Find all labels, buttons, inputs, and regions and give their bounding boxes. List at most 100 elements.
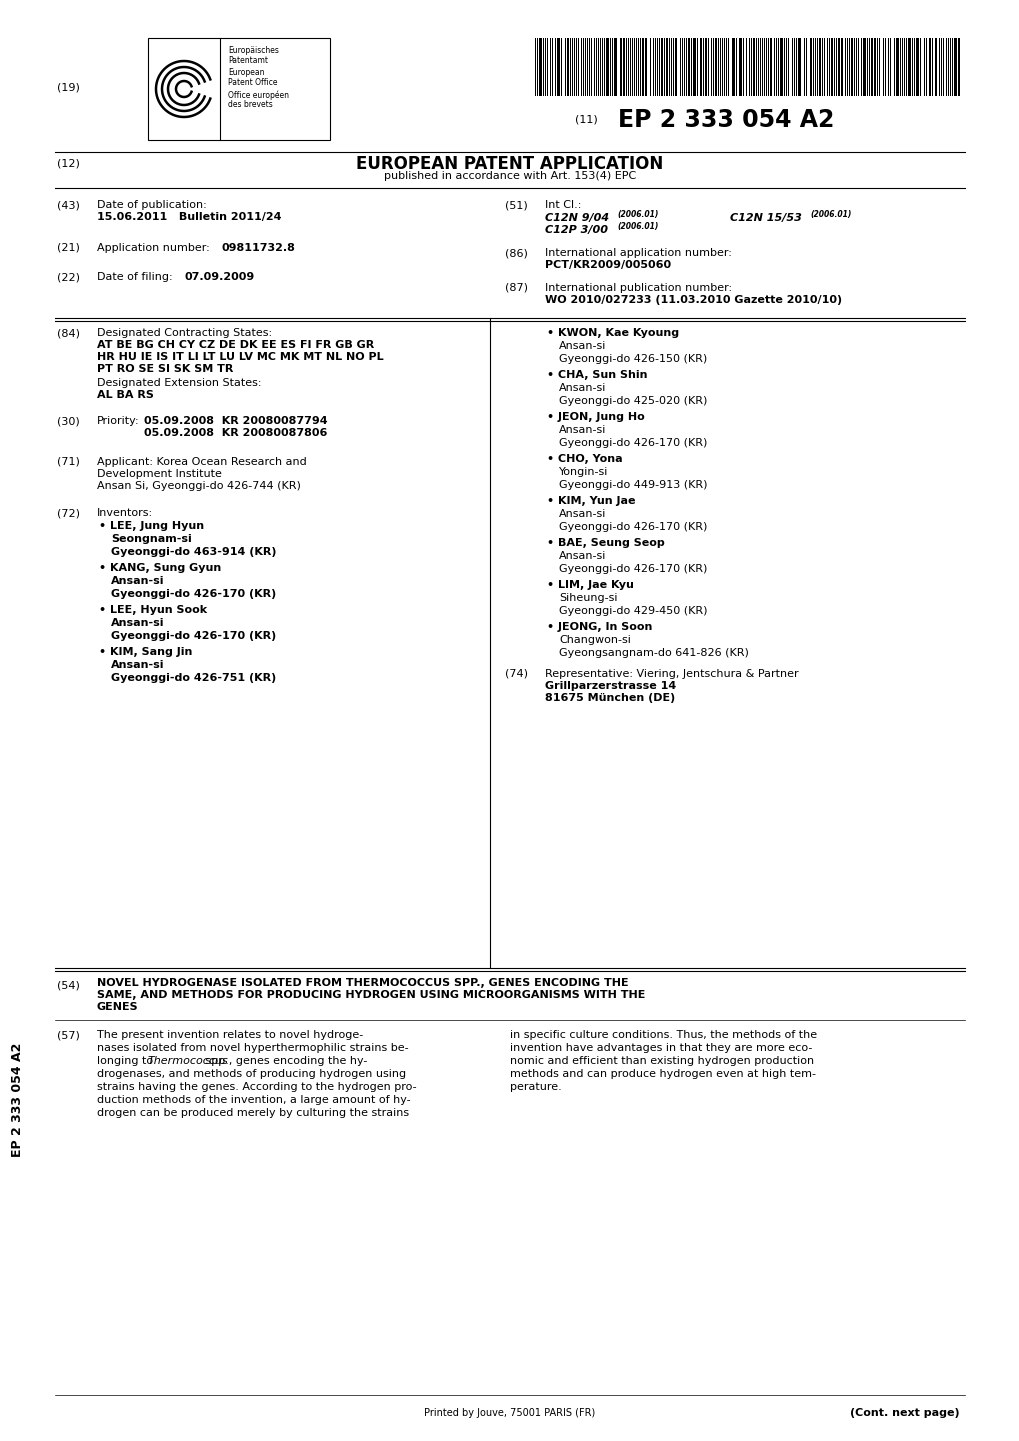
Text: 05.09.2008  KR 20080087806: 05.09.2008 KR 20080087806 (144, 428, 327, 438)
Text: (2006.01): (2006.01) (809, 210, 851, 219)
Bar (830, 37, 833, 97)
Text: Int Cl.:: Int Cl.: (544, 200, 581, 210)
Text: Ansan Si, Gyeonggi-do 426-744 (KR): Ansan Si, Gyeonggi-do 426-744 (KR) (97, 481, 301, 491)
Text: (54): (54) (57, 980, 79, 990)
Text: GENES: GENES (97, 1001, 139, 1012)
Bar (692, 37, 695, 97)
Text: (43): (43) (57, 200, 79, 210)
Text: Designated Extension States:: Designated Extension States: (97, 378, 261, 388)
Text: Gyeonggi-do 426-150 (KR): Gyeonggi-do 426-150 (KR) (558, 354, 706, 365)
Text: (11): (11) (575, 115, 597, 125)
Bar (605, 37, 608, 97)
Text: drogenases, and methods of producing hydrogen using: drogenases, and methods of producing hyd… (97, 1069, 406, 1079)
Text: • BAE, Seung Seop: • BAE, Seung Seop (546, 537, 664, 548)
Bar (623, 37, 625, 97)
Bar (953, 37, 956, 97)
Text: C12N 9/04: C12N 9/04 (544, 213, 608, 223)
Text: invention have advantages in that they are more eco-: invention have advantages in that they a… (510, 1043, 811, 1053)
Text: Gyeonggi-do 426-170 (KR): Gyeonggi-do 426-170 (KR) (558, 438, 707, 448)
Text: spp., genes encoding the hy-: spp., genes encoding the hy- (202, 1056, 367, 1066)
Bar (809, 37, 811, 97)
Text: International publication number:: International publication number: (544, 282, 732, 293)
Text: Gyeonggi-do 449-913 (KR): Gyeonggi-do 449-913 (KR) (558, 480, 707, 490)
Text: (71): (71) (57, 457, 79, 467)
Text: 07.09.2009: 07.09.2009 (184, 272, 255, 282)
Text: perature.: perature. (510, 1082, 561, 1092)
Text: in specific culture conditions. Thus, the methods of the: in specific culture conditions. Thus, th… (510, 1030, 816, 1040)
Text: Gyeonggi-do 426-170 (KR): Gyeonggi-do 426-170 (KR) (111, 631, 276, 641)
Text: • KANG, Sung Gyun: • KANG, Sung Gyun (99, 563, 221, 574)
Text: Gyeongsangnam-do 641-826 (KR): Gyeongsangnam-do 641-826 (KR) (558, 648, 748, 659)
Text: Ansan-si: Ansan-si (558, 509, 605, 519)
Text: des brevets: des brevets (228, 99, 272, 110)
Bar (895, 37, 898, 97)
Bar (934, 37, 936, 97)
Text: • LIM, Jae Kyu: • LIM, Jae Kyu (546, 579, 633, 589)
Text: Designated Contracting States:: Designated Contracting States: (97, 329, 272, 339)
Text: Siheung-si: Siheung-si (558, 594, 616, 602)
Text: • JEONG, In Soon: • JEONG, In Soon (546, 623, 652, 633)
Text: • LEE, Jung Hyun: • LEE, Jung Hyun (99, 522, 204, 530)
Text: • LEE, Hyun Sook: • LEE, Hyun Sook (99, 605, 207, 615)
Text: • CHO, Yona: • CHO, Yona (546, 454, 622, 464)
Text: EP 2 333 054 A2: EP 2 333 054 A2 (11, 1043, 24, 1157)
Text: (21): (21) (57, 244, 79, 254)
Text: 05.09.2008  KR 20080087794: 05.09.2008 KR 20080087794 (144, 416, 327, 427)
Text: Ansan-si: Ansan-si (558, 550, 605, 561)
Text: (2006.01): (2006.01) (616, 222, 657, 231)
Text: Gyeonggi-do 425-020 (KR): Gyeonggi-do 425-020 (KR) (558, 396, 707, 406)
Text: Applicant: Korea Ocean Research and: Applicant: Korea Ocean Research and (97, 457, 307, 467)
Bar (818, 37, 820, 97)
Text: methods and can produce hydrogen even at high tem-: methods and can produce hydrogen even at… (510, 1069, 815, 1079)
Text: (12): (12) (57, 159, 79, 169)
Bar (538, 37, 541, 97)
Text: (57): (57) (57, 1030, 79, 1040)
Text: NOVEL HYDROGENASE ISOLATED FROM THERMOCOCCUS SPP., GENES ENCODING THE: NOVEL HYDROGENASE ISOLATED FROM THERMOCO… (97, 978, 628, 989)
Text: Date of filing:: Date of filing: (97, 272, 176, 282)
Text: duction methods of the invention, a large amount of hy-: duction methods of the invention, a larg… (97, 1095, 411, 1105)
Bar (769, 37, 771, 97)
Text: (84): (84) (57, 329, 79, 339)
Text: (22): (22) (57, 272, 79, 282)
Bar (704, 37, 706, 97)
Bar (714, 37, 716, 97)
Text: HR HU IE IS IT LI LT LU LV MC MK MT NL NO PL: HR HU IE IS IT LI LT LU LV MC MK MT NL N… (97, 352, 383, 362)
Bar (873, 37, 875, 97)
Text: (19): (19) (57, 82, 79, 92)
Bar (957, 37, 959, 97)
Text: (72): (72) (57, 509, 79, 517)
Text: Ansan-si: Ansan-si (558, 383, 605, 393)
Text: (86): (86) (504, 248, 528, 258)
Text: The present invention relates to novel hydroge-: The present invention relates to novel h… (97, 1030, 363, 1040)
Text: International application number:: International application number: (544, 248, 732, 258)
Text: Date of publication:: Date of publication: (97, 200, 207, 210)
Text: Ansan-si: Ansan-si (558, 342, 605, 352)
Bar (907, 37, 910, 97)
Bar (870, 37, 872, 97)
Text: AT BE BG CH CY CZ DE DK EE ES FI FR GB GR: AT BE BG CH CY CZ DE DK EE ES FI FR GB G… (97, 340, 374, 350)
Text: (30): (30) (57, 416, 79, 427)
Text: drogen can be produced merely by culturing the strains: drogen can be produced merely by culturi… (97, 1108, 409, 1118)
Text: Seongnam-si: Seongnam-si (111, 535, 192, 545)
Bar (556, 37, 559, 97)
Bar (850, 37, 852, 97)
Bar (797, 37, 800, 97)
Text: Gyeonggi-do 426-170 (KR): Gyeonggi-do 426-170 (KR) (558, 563, 707, 574)
Text: PCT/KR2009/005060: PCT/KR2009/005060 (544, 259, 671, 269)
Text: Application number:: Application number: (97, 244, 213, 254)
Text: EUROPEAN PATENT APPLICATION: EUROPEAN PATENT APPLICATION (356, 156, 663, 173)
Text: • CHA, Sun Shin: • CHA, Sun Shin (546, 370, 647, 380)
Bar (699, 37, 701, 97)
Text: Yongin-si: Yongin-si (558, 467, 607, 477)
Text: Thermococcus: Thermococcus (147, 1056, 227, 1066)
Text: Office européen: Office européen (228, 89, 288, 99)
Bar (644, 37, 646, 97)
Text: Europäisches: Europäisches (228, 46, 278, 55)
Text: AL BA RS: AL BA RS (97, 391, 154, 401)
Text: 09811732.8: 09811732.8 (222, 244, 296, 254)
Text: 15.06.2011   Bulletin 2011/24: 15.06.2011 Bulletin 2011/24 (97, 212, 281, 222)
Text: Grillparzerstrasse 14: Grillparzerstrasse 14 (544, 682, 676, 692)
Text: EP 2 333 054 A2: EP 2 333 054 A2 (618, 108, 834, 133)
Bar (752, 37, 754, 97)
Bar (780, 37, 783, 97)
